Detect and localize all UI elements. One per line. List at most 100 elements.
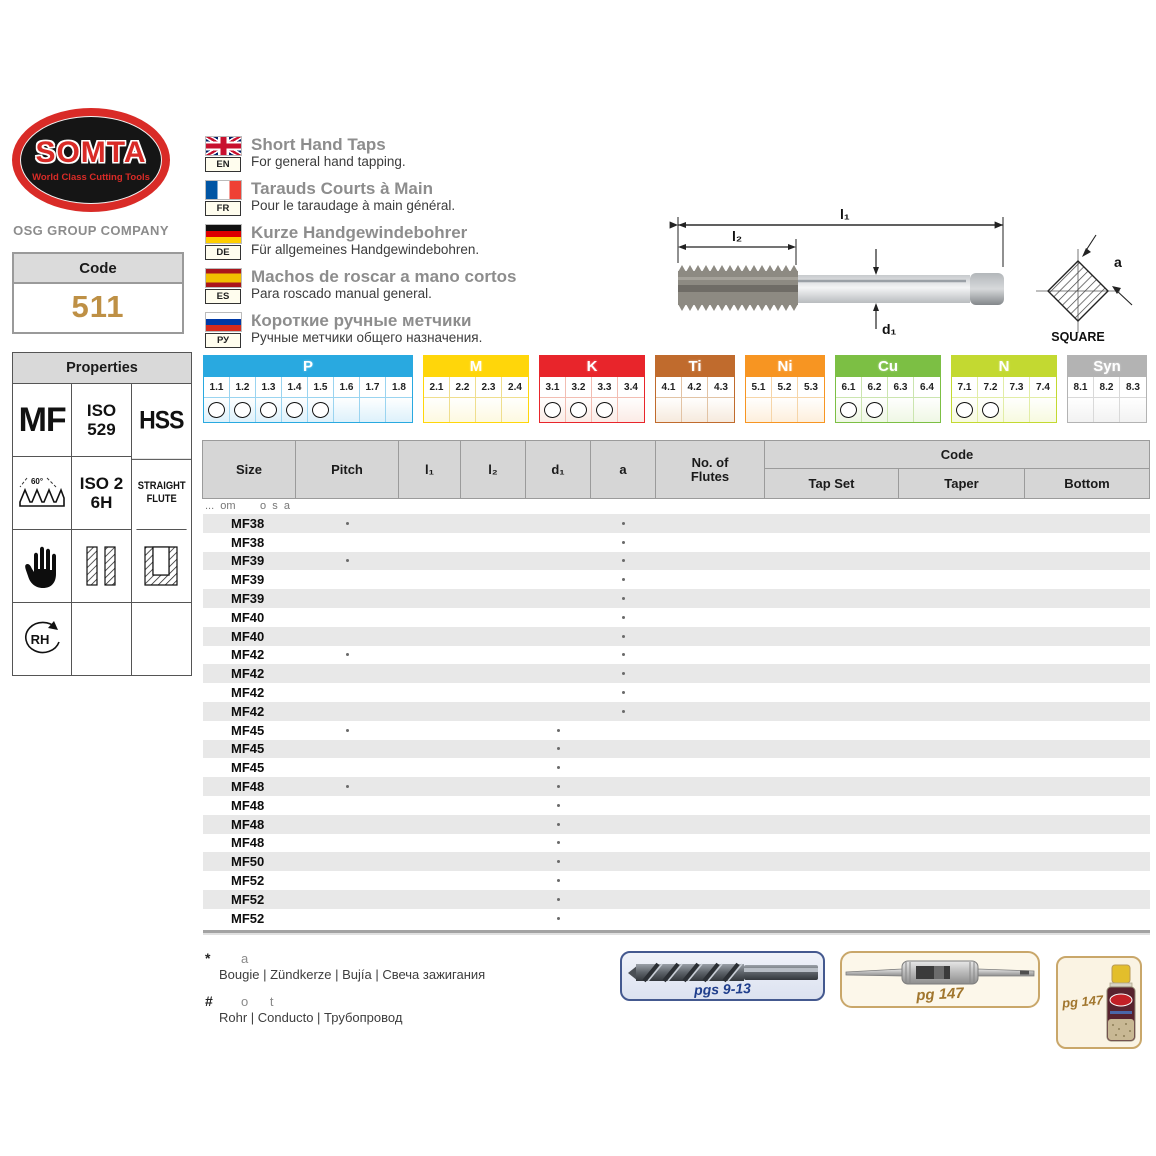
- material-suitability-cell: [772, 397, 798, 422]
- data-cell-pitch: [296, 796, 399, 815]
- data-cell-tap_set: [765, 514, 899, 533]
- data-cell-taper: [899, 909, 1025, 928]
- data-cell-flutes: [656, 758, 765, 777]
- data-cell-flutes: [656, 834, 765, 853]
- material-grade-label: 8.1: [1068, 377, 1094, 397]
- data-cell-pitch: [296, 589, 399, 608]
- data-cell-flutes: [656, 702, 765, 721]
- data-cell-bottom: [1025, 721, 1150, 740]
- spec-table-header: Size Pitch l₁ l₂ d₁ a No. of Flutes Code…: [202, 440, 1150, 499]
- data-cell-a: [591, 570, 656, 589]
- faded-print-dot: [557, 841, 560, 845]
- header-flutes: No. of Flutes: [655, 440, 765, 499]
- table-row: MF39: [203, 570, 1150, 589]
- product-title: Tarauds Courts à Main: [251, 179, 433, 198]
- data-cell-taper: [899, 683, 1025, 702]
- data-cell-bottom: [1025, 852, 1150, 871]
- material-grade-label: 5.2: [772, 377, 798, 397]
- data-cell-taper: [899, 721, 1025, 740]
- flag-fr-icon: [205, 180, 242, 200]
- data-cell-l2: [461, 683, 526, 702]
- logo-tagline: World Class Cutting Tools: [32, 171, 150, 183]
- data-cell-pitch: [296, 514, 399, 533]
- table-row: MF38: [203, 533, 1150, 552]
- data-cell-l2: [461, 758, 526, 777]
- material-group-ni: Ni 5.1 5.2 5.3: [745, 355, 825, 423]
- material-grade-label: 4.2: [682, 377, 708, 397]
- header-a: a: [590, 440, 656, 499]
- material-suitability-cell: [952, 397, 978, 422]
- table-row: MF42: [203, 664, 1150, 684]
- data-cell-flutes: [656, 740, 765, 759]
- property-cell-thread-profile: 60°: [13, 457, 73, 530]
- data-cell-flutes: [656, 796, 765, 815]
- data-cell-d1: [526, 570, 591, 589]
- table-row: MF48: [203, 796, 1150, 815]
- material-grade-label: 3.3: [592, 377, 618, 397]
- data-cell-pitch: [296, 721, 399, 740]
- faded-print-dot: [346, 785, 349, 789]
- data-cell-tap_set: [765, 664, 899, 683]
- data-cell-l2: [461, 890, 526, 909]
- data-cell-d1: [526, 683, 591, 702]
- svg-text:RH: RH: [31, 632, 50, 647]
- material-suitability-cell: [566, 397, 592, 422]
- faded-print-dot: [622, 709, 625, 713]
- data-cell-bottom: [1025, 627, 1150, 646]
- material-suitability-cell: [914, 397, 940, 422]
- data-cell-d1: [526, 834, 591, 853]
- data-cell-d1: [526, 608, 591, 627]
- data-cell-pitch: [296, 740, 399, 759]
- material-group-header: K: [540, 356, 644, 377]
- data-cell-flutes: [656, 646, 765, 665]
- language-item: РУ Короткие ручные метчики Ручные метчик…: [205, 312, 516, 348]
- data-cell-flutes: [656, 815, 765, 834]
- size-cell: MF42: [231, 703, 265, 719]
- header-l2: l₂: [460, 440, 526, 499]
- material-suitability-cell: [592, 397, 618, 422]
- data-cell-bottom: [1025, 570, 1150, 589]
- material-suitability-cell: [204, 397, 230, 422]
- size-cell: MF50: [231, 854, 265, 870]
- table-row: MF42: [203, 646, 1150, 665]
- material-group-header: P: [204, 356, 412, 377]
- faded-print-dot: [557, 728, 560, 732]
- data-cell-l1: [399, 796, 461, 815]
- data-cell-d1: [526, 815, 591, 834]
- data-cell-taper: [899, 740, 1025, 759]
- table-row: MF42: [203, 701, 1150, 721]
- material-suitability-cell: [476, 397, 502, 422]
- data-cell-l2: [461, 740, 526, 759]
- properties-grid: MF ISO 529 HSS 60° ISO 2 6H STRAIGHT FLUTE RH: [13, 384, 191, 675]
- data-cell-l1: [399, 815, 461, 834]
- data-cell-taper: [899, 533, 1025, 552]
- data-cell-a: [591, 608, 656, 627]
- product-subtitle: Für allgemeines Handgewindebohren.: [251, 242, 480, 257]
- faded-print-dot: [622, 540, 625, 544]
- through-hole-icon: [86, 546, 117, 586]
- material-suitability-cell: [256, 397, 282, 422]
- data-cell-l1: [399, 570, 461, 589]
- data-cell-tap_set: [765, 533, 899, 552]
- material-grade-label: 1.2: [230, 377, 256, 397]
- data-cell-pitch: [296, 552, 399, 571]
- property-cell-text: ISO 529: [72, 384, 132, 457]
- data-cell-bottom: [1025, 552, 1150, 571]
- material-suitability-cell: [230, 397, 256, 422]
- property-cell-rh-rotation: RH: [13, 603, 73, 675]
- faded-print-dot: [557, 860, 560, 864]
- material-grade-label: 2.2: [450, 377, 476, 397]
- flag-es-icon: [205, 268, 242, 288]
- data-cell-bottom: [1025, 777, 1150, 796]
- data-cell-d1: [526, 777, 591, 796]
- material-group-m: M 2.1 2.2 2.3 2.4: [423, 355, 529, 423]
- code-box: Code 511: [12, 252, 184, 334]
- data-cell-l2: [461, 533, 526, 552]
- data-cell-a: [591, 533, 656, 552]
- data-cell-taper: [899, 758, 1025, 777]
- data-cell-pitch: [296, 570, 399, 589]
- material-group-header: Cu: [836, 356, 940, 377]
- table-row: MF42: [203, 683, 1150, 702]
- data-cell-l2: [461, 514, 526, 533]
- data-cell-a: [591, 589, 656, 608]
